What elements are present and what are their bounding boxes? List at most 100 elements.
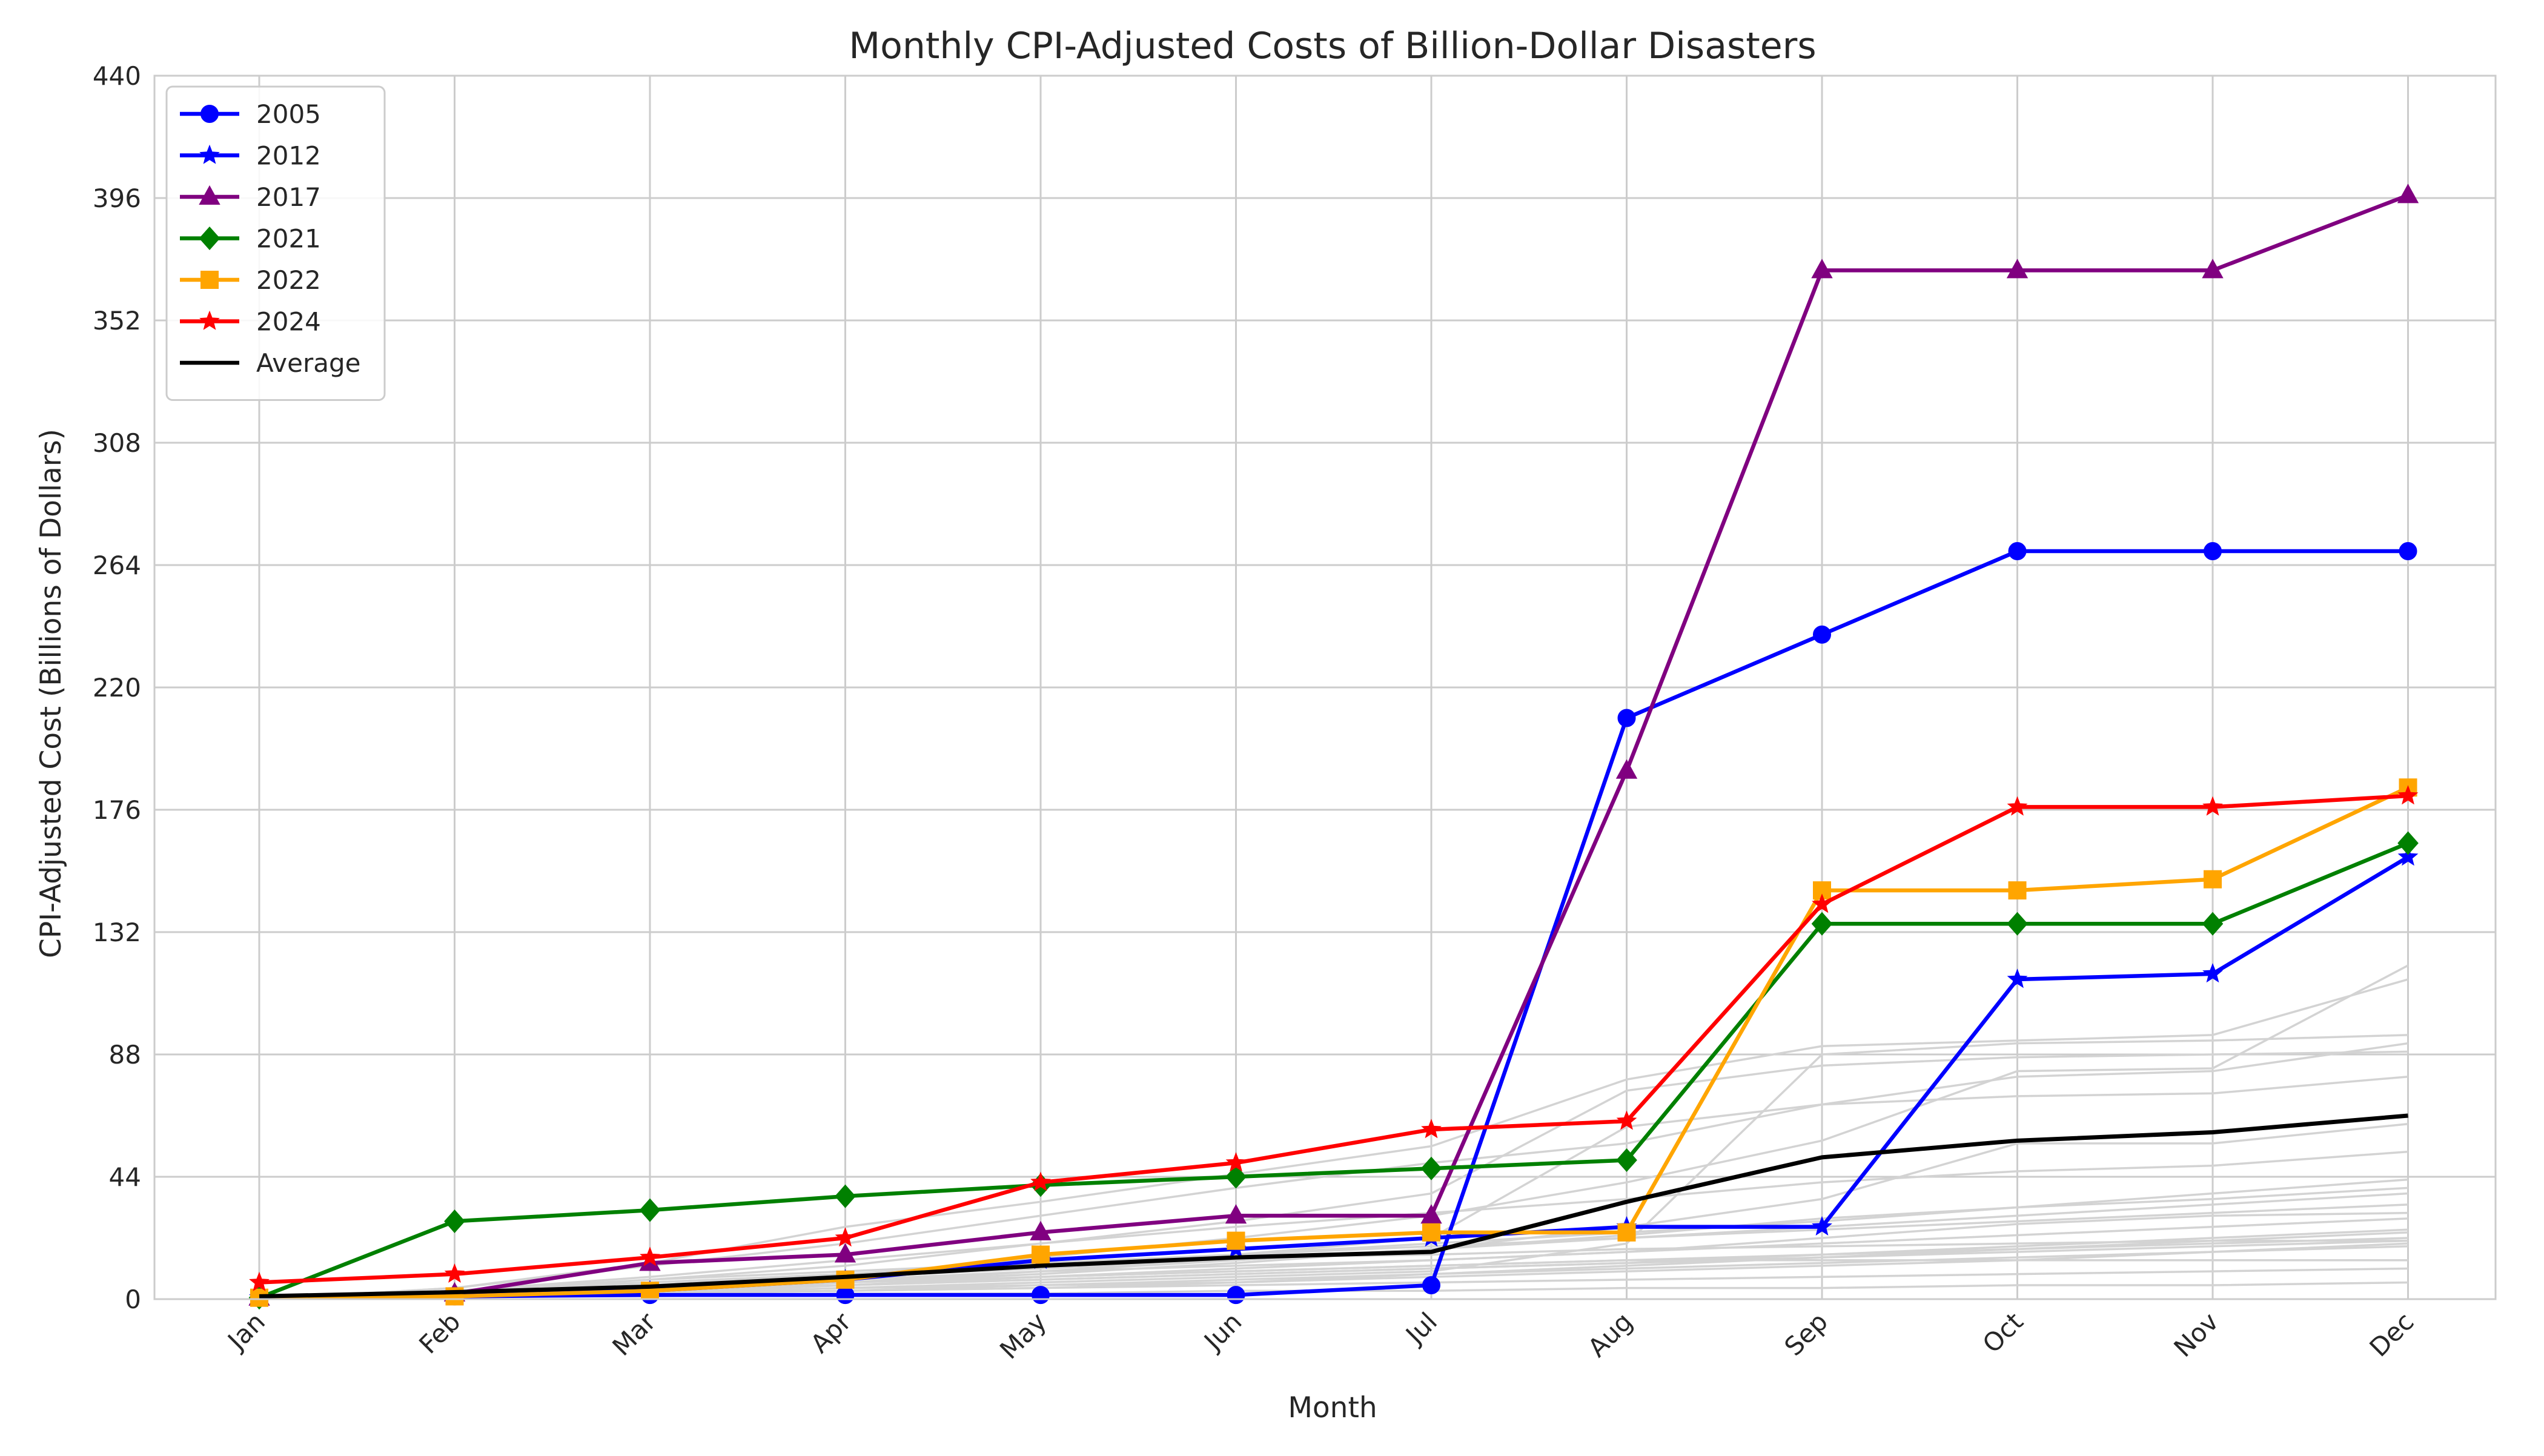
data-point [1811,259,1833,279]
data-point [1812,893,1832,913]
y-tick-label: 88 [109,1040,141,1070]
plot-area-frame [153,74,2497,1300]
series-line-2005 [259,549,2408,1300]
y-tick-label: 264 [93,551,141,580]
data-point [1225,1152,1247,1172]
data-point [836,1286,855,1305]
legend-item: 2005 [180,99,321,129]
legend-marker [200,271,219,289]
data-point [2007,968,2028,988]
data-point [835,1227,856,1247]
legend-label: 2012 [256,141,321,171]
data-point [1422,1223,1440,1242]
data-point [1616,1148,1637,1172]
data-point [834,1243,856,1263]
data-point [1813,625,1831,644]
legend-label: 2024 [256,307,321,337]
legend-label: 2021 [256,224,321,254]
y-tick-label: 352 [93,306,141,336]
data-point [249,1271,270,1291]
y-tick-label: 308 [93,428,141,458]
data-point [2397,846,2419,866]
y-tick-label: 220 [93,673,141,703]
data-point [1811,912,1833,936]
data-point [1225,1204,1247,1224]
data-point [2007,796,2028,816]
data-point [444,1209,465,1233]
legend-marker [199,226,220,251]
series-line-2022 [259,786,2409,1300]
data-point [639,1198,661,1222]
data-point [2006,259,2029,279]
data-point [2008,881,2027,900]
legend: 2005 2012 2017 2021 2022 2024 Average [165,85,386,401]
data-point [2202,963,2223,983]
data-point [1225,1165,1247,1189]
data-point [1227,1231,1245,1250]
data-point [1422,1276,1440,1295]
data-point [1032,1286,1050,1305]
legend-label: Average [256,348,360,378]
data-point [2007,912,2028,936]
data-point [835,1184,856,1208]
data-point [1616,1110,1637,1130]
series-2005 [250,542,2417,1307]
data-point [1032,1245,1050,1264]
series-lines [248,184,2419,1310]
background-year-line [259,1178,2408,1300]
legend-marker [199,185,220,205]
legend-label: 2005 [256,99,321,129]
series-2017 [248,184,2419,1306]
data-point [1617,709,1636,727]
legend-item: 2021 [180,224,321,254]
legend-marker [199,144,220,164]
y-tick-label: 132 [93,918,141,947]
y-tick-label: 396 [93,184,141,213]
y-axis-ticks: 0 44 88 132 176 220 264 308 352 396 440 [93,61,141,1314]
data-point [2397,785,2419,805]
data-point [1421,1119,1442,1139]
data-point [1030,1171,1051,1191]
data-point [640,1246,660,1266]
data-point [1030,1220,1052,1240]
data-point [444,1263,465,1283]
legend-label: 2017 [256,182,321,212]
data-point [1617,1223,1636,1242]
chart-title: Monthly CPI-Adjusted Costs of Billion-Do… [849,25,1816,67]
legend-item: 2017 [180,182,321,212]
y-tick-label: 44 [109,1162,141,1192]
data-point [1420,1204,1442,1224]
legend-marker [199,310,220,330]
data-point [2204,542,2222,561]
legend-label: 2022 [256,265,321,295]
series-2024 [249,785,2419,1291]
data-point [2397,184,2419,204]
data-point [2399,542,2417,561]
background-year-line [259,1150,2408,1300]
series-line-average [259,1113,2408,1299]
data-point [2202,796,2223,816]
series-line-2017 [259,193,2409,1300]
data-point [2202,259,2224,279]
data-point [2008,542,2027,561]
data-point [2204,870,2222,888]
data-point [1227,1286,1245,1305]
legend-marker [200,105,219,123]
series-line-2024 [259,793,2408,1285]
legend-item: 2012 [180,141,321,171]
y-axis-label: CPI-Adjusted Cost (Billions of Dollars) [35,429,68,958]
series-line-2021 [258,841,2409,1300]
data-point [1615,759,1638,779]
series-average [259,1113,2408,1299]
x-axis-label: Month [1288,1391,1377,1425]
data-point [1812,1216,1832,1236]
data-point [1420,1156,1442,1180]
legend-item: 2022 [180,265,321,295]
y-tick-label: 440 [93,61,141,91]
legend-item: 2024 [180,307,321,337]
y-tick-label: 176 [93,795,141,825]
data-point [836,1270,855,1289]
legend-item: Average [180,348,360,378]
